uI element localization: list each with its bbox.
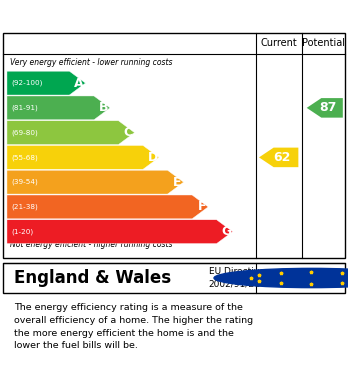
Polygon shape (7, 71, 86, 95)
Text: EU Directive: EU Directive (209, 267, 265, 276)
Text: Very energy efficient - lower running costs: Very energy efficient - lower running co… (10, 58, 173, 67)
Text: The energy efficiency rating is a measure of the
overall efficiency of a home. T: The energy efficiency rating is a measur… (14, 303, 253, 350)
Polygon shape (7, 195, 208, 219)
Text: 87: 87 (319, 101, 337, 114)
Text: D: D (148, 151, 158, 164)
Text: B: B (99, 101, 108, 114)
Text: 2002/91/EC: 2002/91/EC (209, 280, 261, 289)
Text: Energy Efficiency Rating: Energy Efficiency Rating (50, 5, 298, 23)
Text: (39-54): (39-54) (11, 179, 38, 185)
Text: Not energy efficient - higher running costs: Not energy efficient - higher running co… (10, 240, 173, 249)
Polygon shape (307, 98, 343, 118)
Text: Current: Current (261, 38, 297, 48)
Text: 62: 62 (273, 151, 291, 164)
Text: F: F (197, 201, 206, 213)
Polygon shape (7, 170, 184, 194)
Text: (55-68): (55-68) (11, 154, 38, 161)
Text: (21-38): (21-38) (11, 204, 38, 210)
Text: (1-20): (1-20) (11, 228, 33, 235)
Polygon shape (7, 96, 110, 120)
Text: (69-80): (69-80) (11, 129, 38, 136)
Text: England & Wales: England & Wales (14, 269, 171, 287)
Text: G: G (221, 225, 231, 238)
Text: C: C (124, 126, 133, 139)
Polygon shape (7, 220, 233, 244)
Polygon shape (7, 121, 135, 145)
Text: Potential: Potential (302, 38, 345, 48)
Circle shape (214, 268, 348, 288)
Text: (81-91): (81-91) (11, 105, 38, 111)
Text: A: A (74, 77, 84, 90)
Polygon shape (259, 148, 298, 167)
Text: E: E (173, 176, 181, 188)
Polygon shape (7, 145, 159, 169)
Text: (92-100): (92-100) (11, 80, 42, 86)
